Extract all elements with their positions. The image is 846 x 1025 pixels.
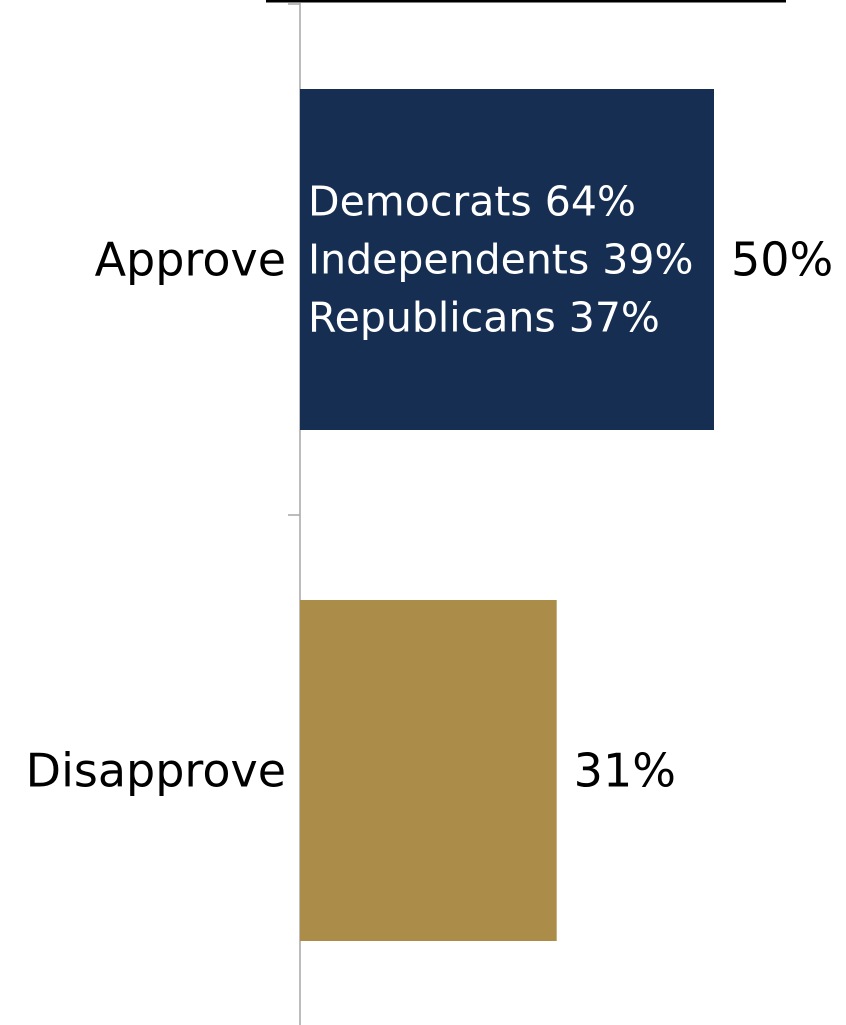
value-label-disapprove: 31%	[574, 744, 676, 798]
bar-approve	[300, 89, 714, 430]
breakdown-label-independents: Independents 39%	[308, 236, 693, 284]
breakdown-label-republicans: Republicans 37%	[308, 294, 660, 342]
value-label-approve: 50%	[731, 233, 833, 287]
category-label-approve: Approve	[95, 233, 286, 287]
breakdown-label-democrats: Democrats 64%	[308, 178, 636, 226]
category-label-disapprove: Disapprove	[26, 744, 286, 798]
bars-layer: Approve 50% Democrats 64% Independents 39% R…	[26, 89, 833, 941]
bar-disapprove	[300, 600, 557, 941]
